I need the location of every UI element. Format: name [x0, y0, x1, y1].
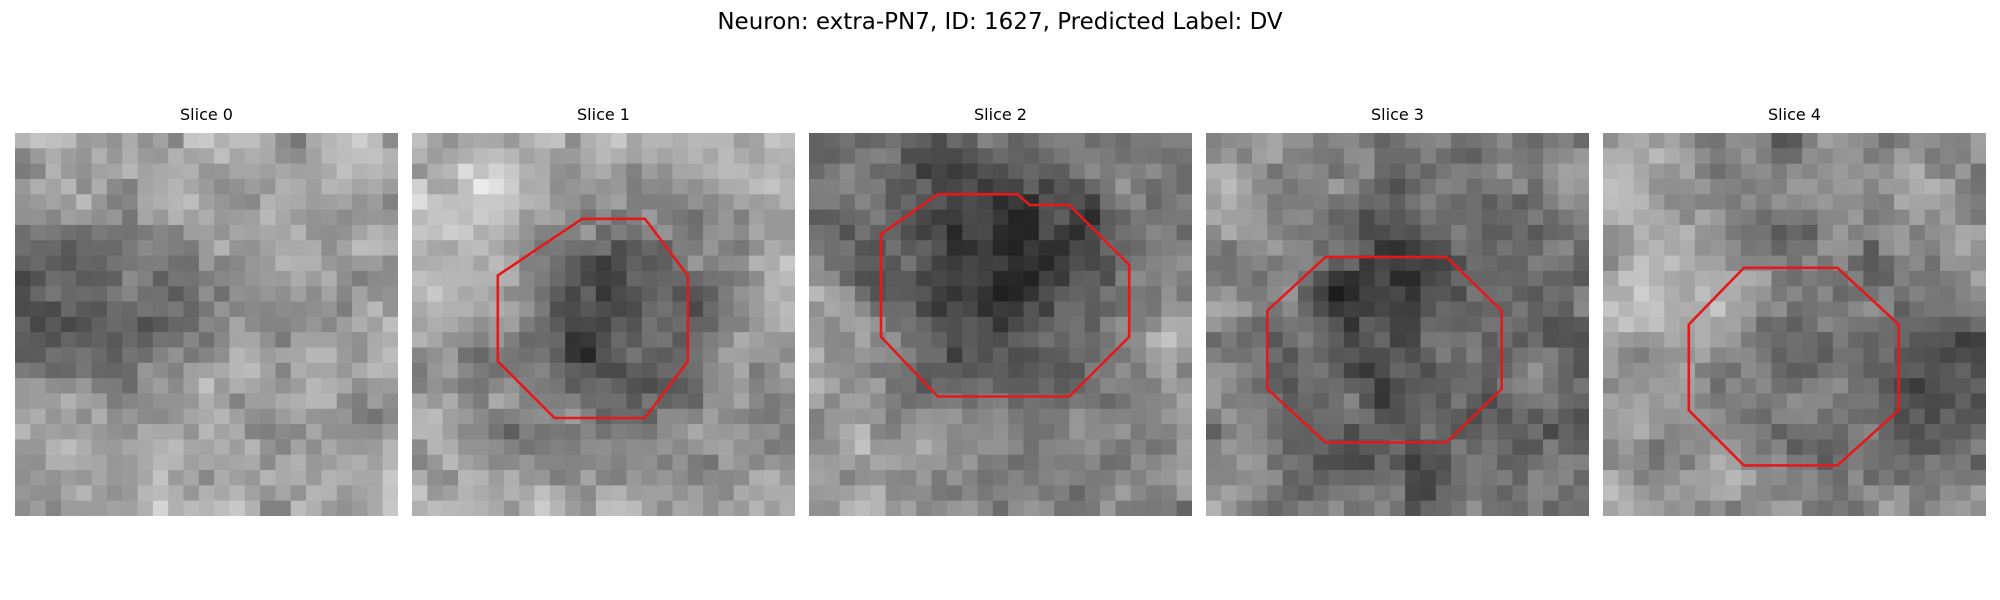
slice-title-2: Slice 2	[974, 105, 1027, 124]
roi-contour-2	[879, 192, 1131, 398]
slice-title-3: Slice 3	[1371, 105, 1424, 124]
slice-title-0: Slice 0	[180, 105, 233, 124]
slice-image-1	[412, 133, 795, 516]
slice-image-3	[1206, 133, 1589, 516]
slice-image-4	[1603, 133, 1986, 516]
roi-contour-4	[1687, 266, 1901, 467]
slice-image-2	[809, 133, 1192, 516]
slice-title-1: Slice 1	[577, 105, 630, 124]
slice-title-4: Slice 4	[1768, 105, 1821, 124]
roi-contour-1	[496, 217, 690, 420]
slice-image-0	[15, 133, 398, 516]
roi-contour-3	[1265, 255, 1504, 444]
figure-title: Neuron: extra-PN7, ID: 1627, Predicted L…	[717, 9, 1283, 35]
